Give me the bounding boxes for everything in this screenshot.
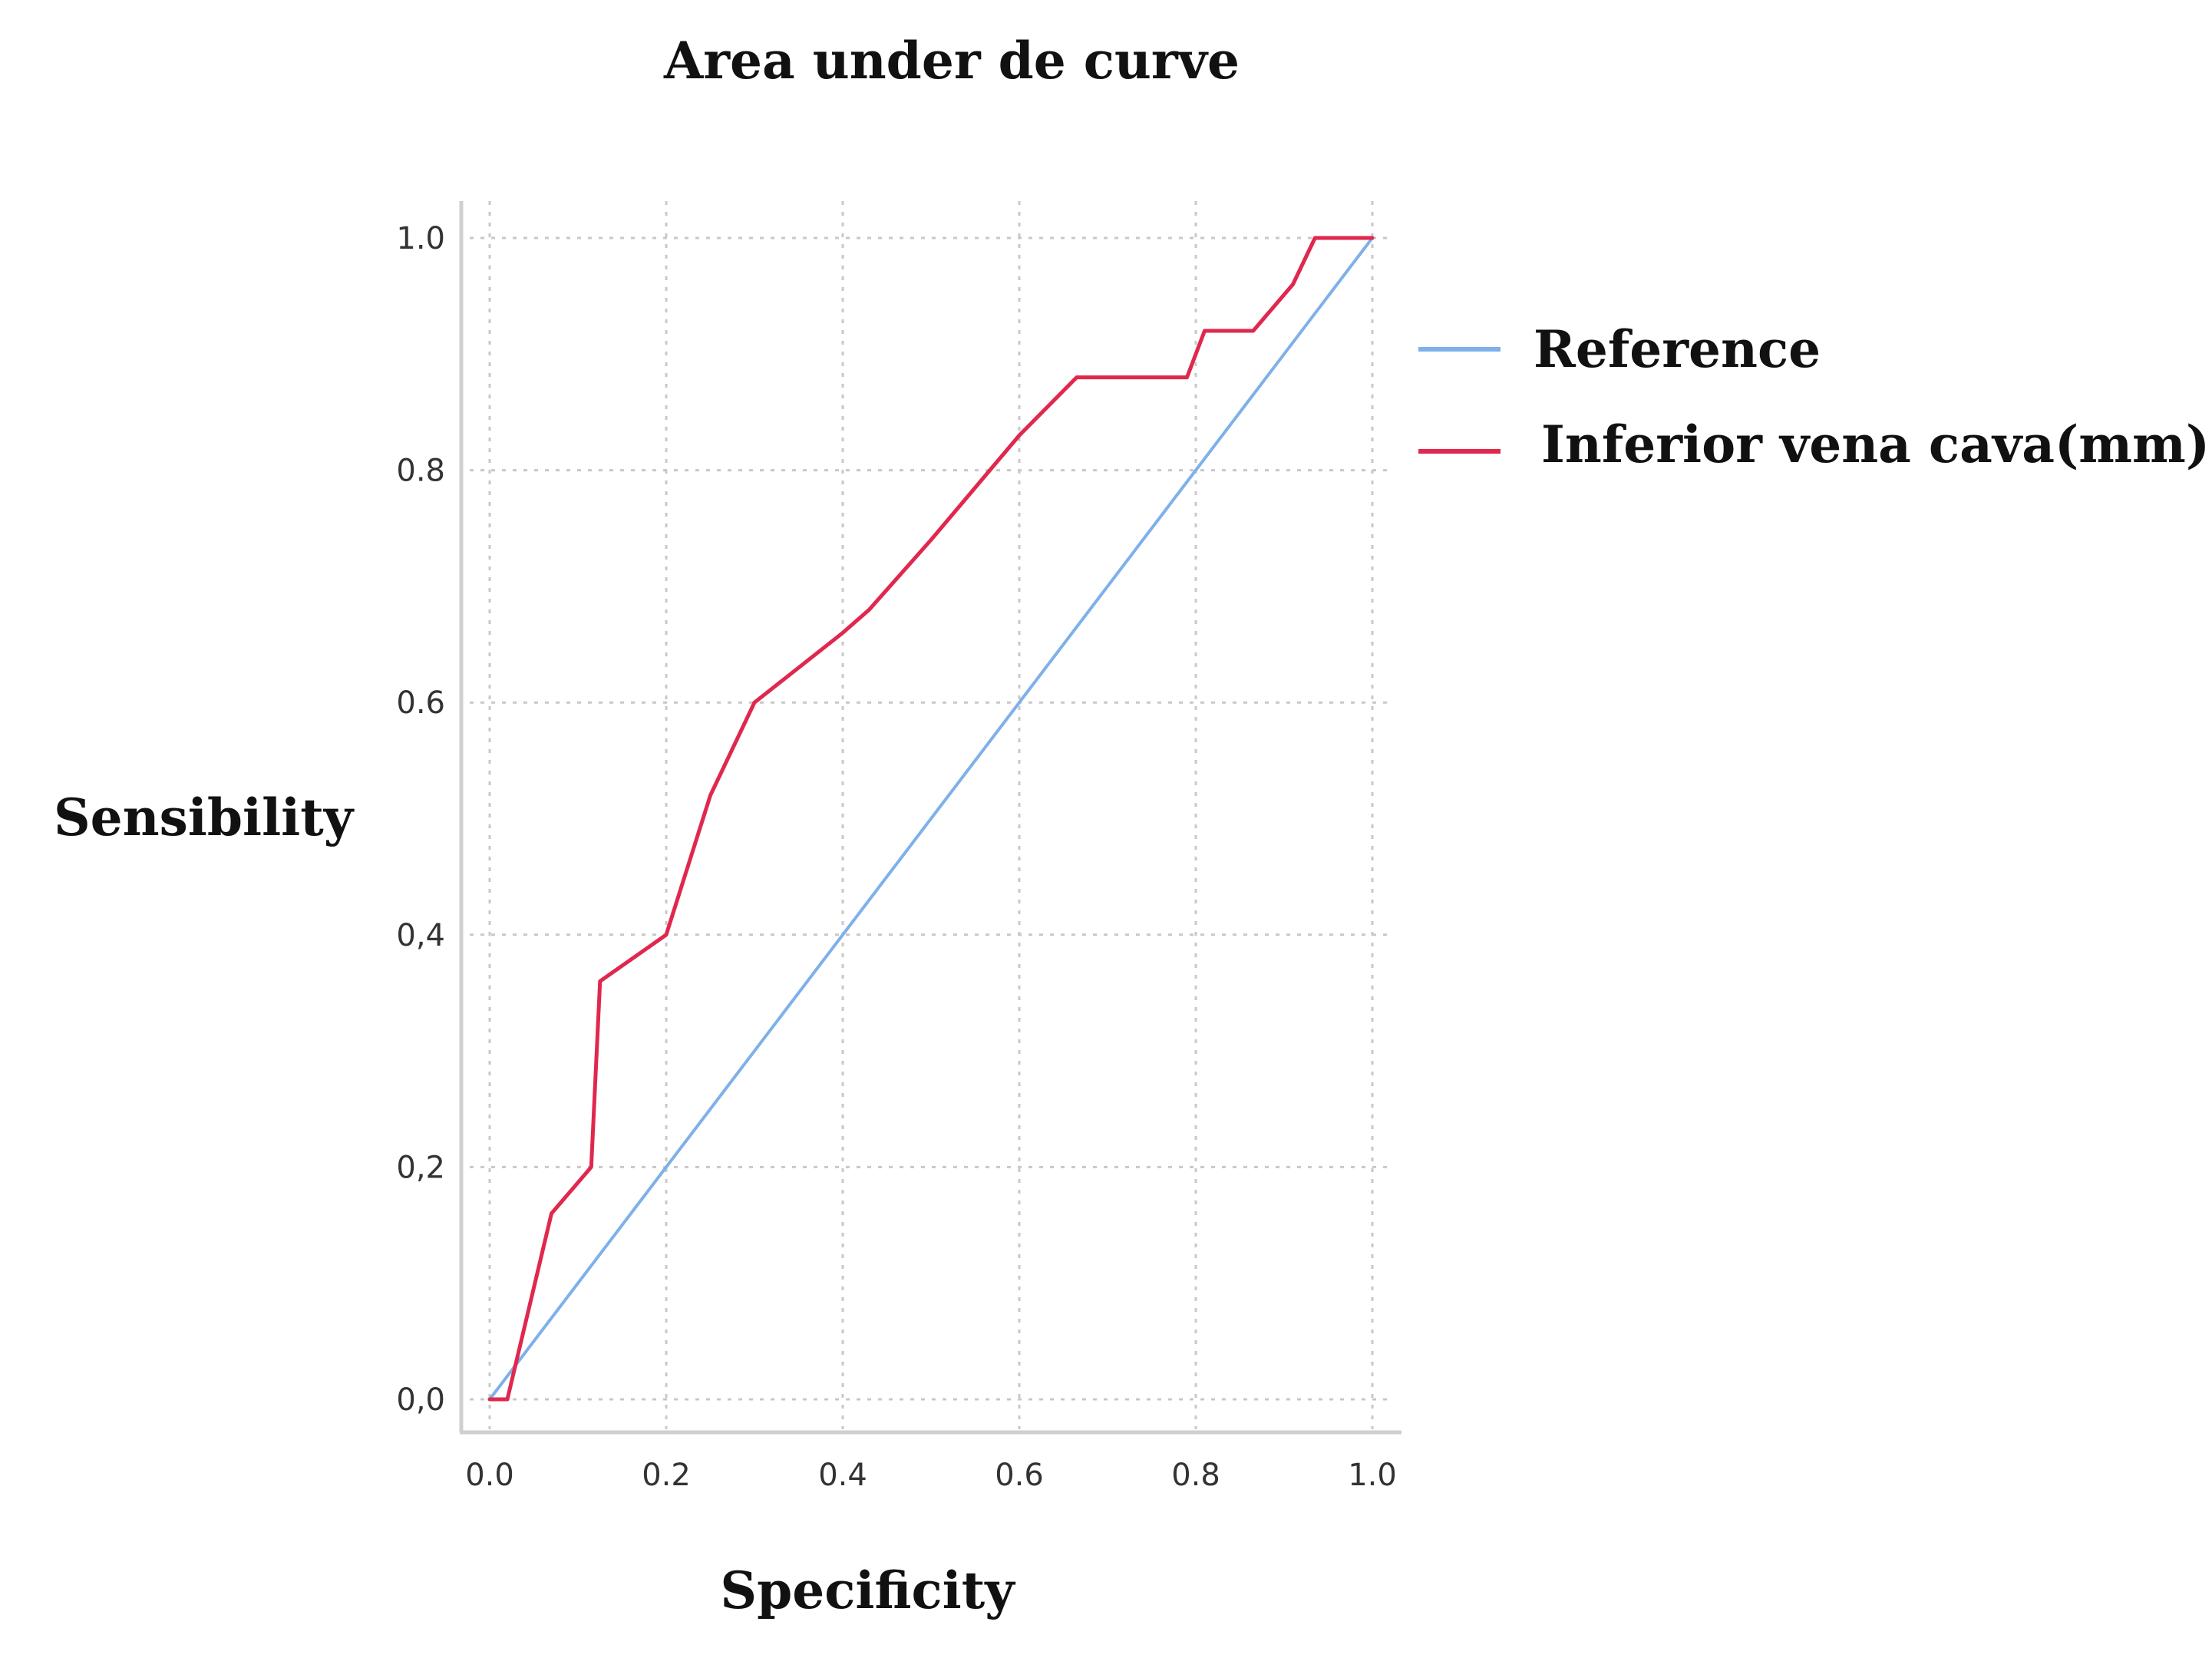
legend: Reference Inferior vena cava(mm) <box>1418 319 2210 474</box>
y-tick-label: 0,0 <box>396 1382 445 1418</box>
x-tick-label: 0.8 <box>1171 1458 1220 1493</box>
x-tick-label: 0.6 <box>995 1458 1044 1493</box>
y-axis-ticks: 0,0 0,2 0,4 0.6 0.8 1.0 <box>396 221 445 1418</box>
legend-label-reference: Reference <box>1534 319 1821 379</box>
x-axis-title: Specificity <box>720 1561 1015 1620</box>
y-tick-label: 0,4 <box>396 918 445 953</box>
x-axis-ticks: 0.0 0.2 0.4 0.6 0.8 1.0 <box>465 1458 1397 1493</box>
y-axis-title: Sensibility <box>54 788 355 847</box>
y-tick-label: 0,2 <box>396 1150 445 1185</box>
x-tick-label: 0.2 <box>642 1458 691 1493</box>
legend-label-inferior-vena-cava: Inferior vena cava(mm) <box>1541 414 2210 474</box>
y-tick-label: 0.6 <box>396 685 445 721</box>
y-tick-label: 1.0 <box>396 221 445 256</box>
series-line-inferior-vena-cava-mm <box>487 236 1375 1402</box>
chart-title: Area under de curve <box>663 31 1240 91</box>
series-line-reference <box>488 236 1374 1401</box>
x-tick-label: 1.0 <box>1348 1458 1397 1493</box>
plot-series <box>487 236 1375 1402</box>
x-tick-label: 0.4 <box>818 1458 867 1493</box>
grid <box>470 201 1389 1429</box>
axes <box>459 201 1401 1435</box>
x-tick-label: 0.0 <box>465 1458 514 1493</box>
y-tick-label: 0.8 <box>396 454 445 489</box>
